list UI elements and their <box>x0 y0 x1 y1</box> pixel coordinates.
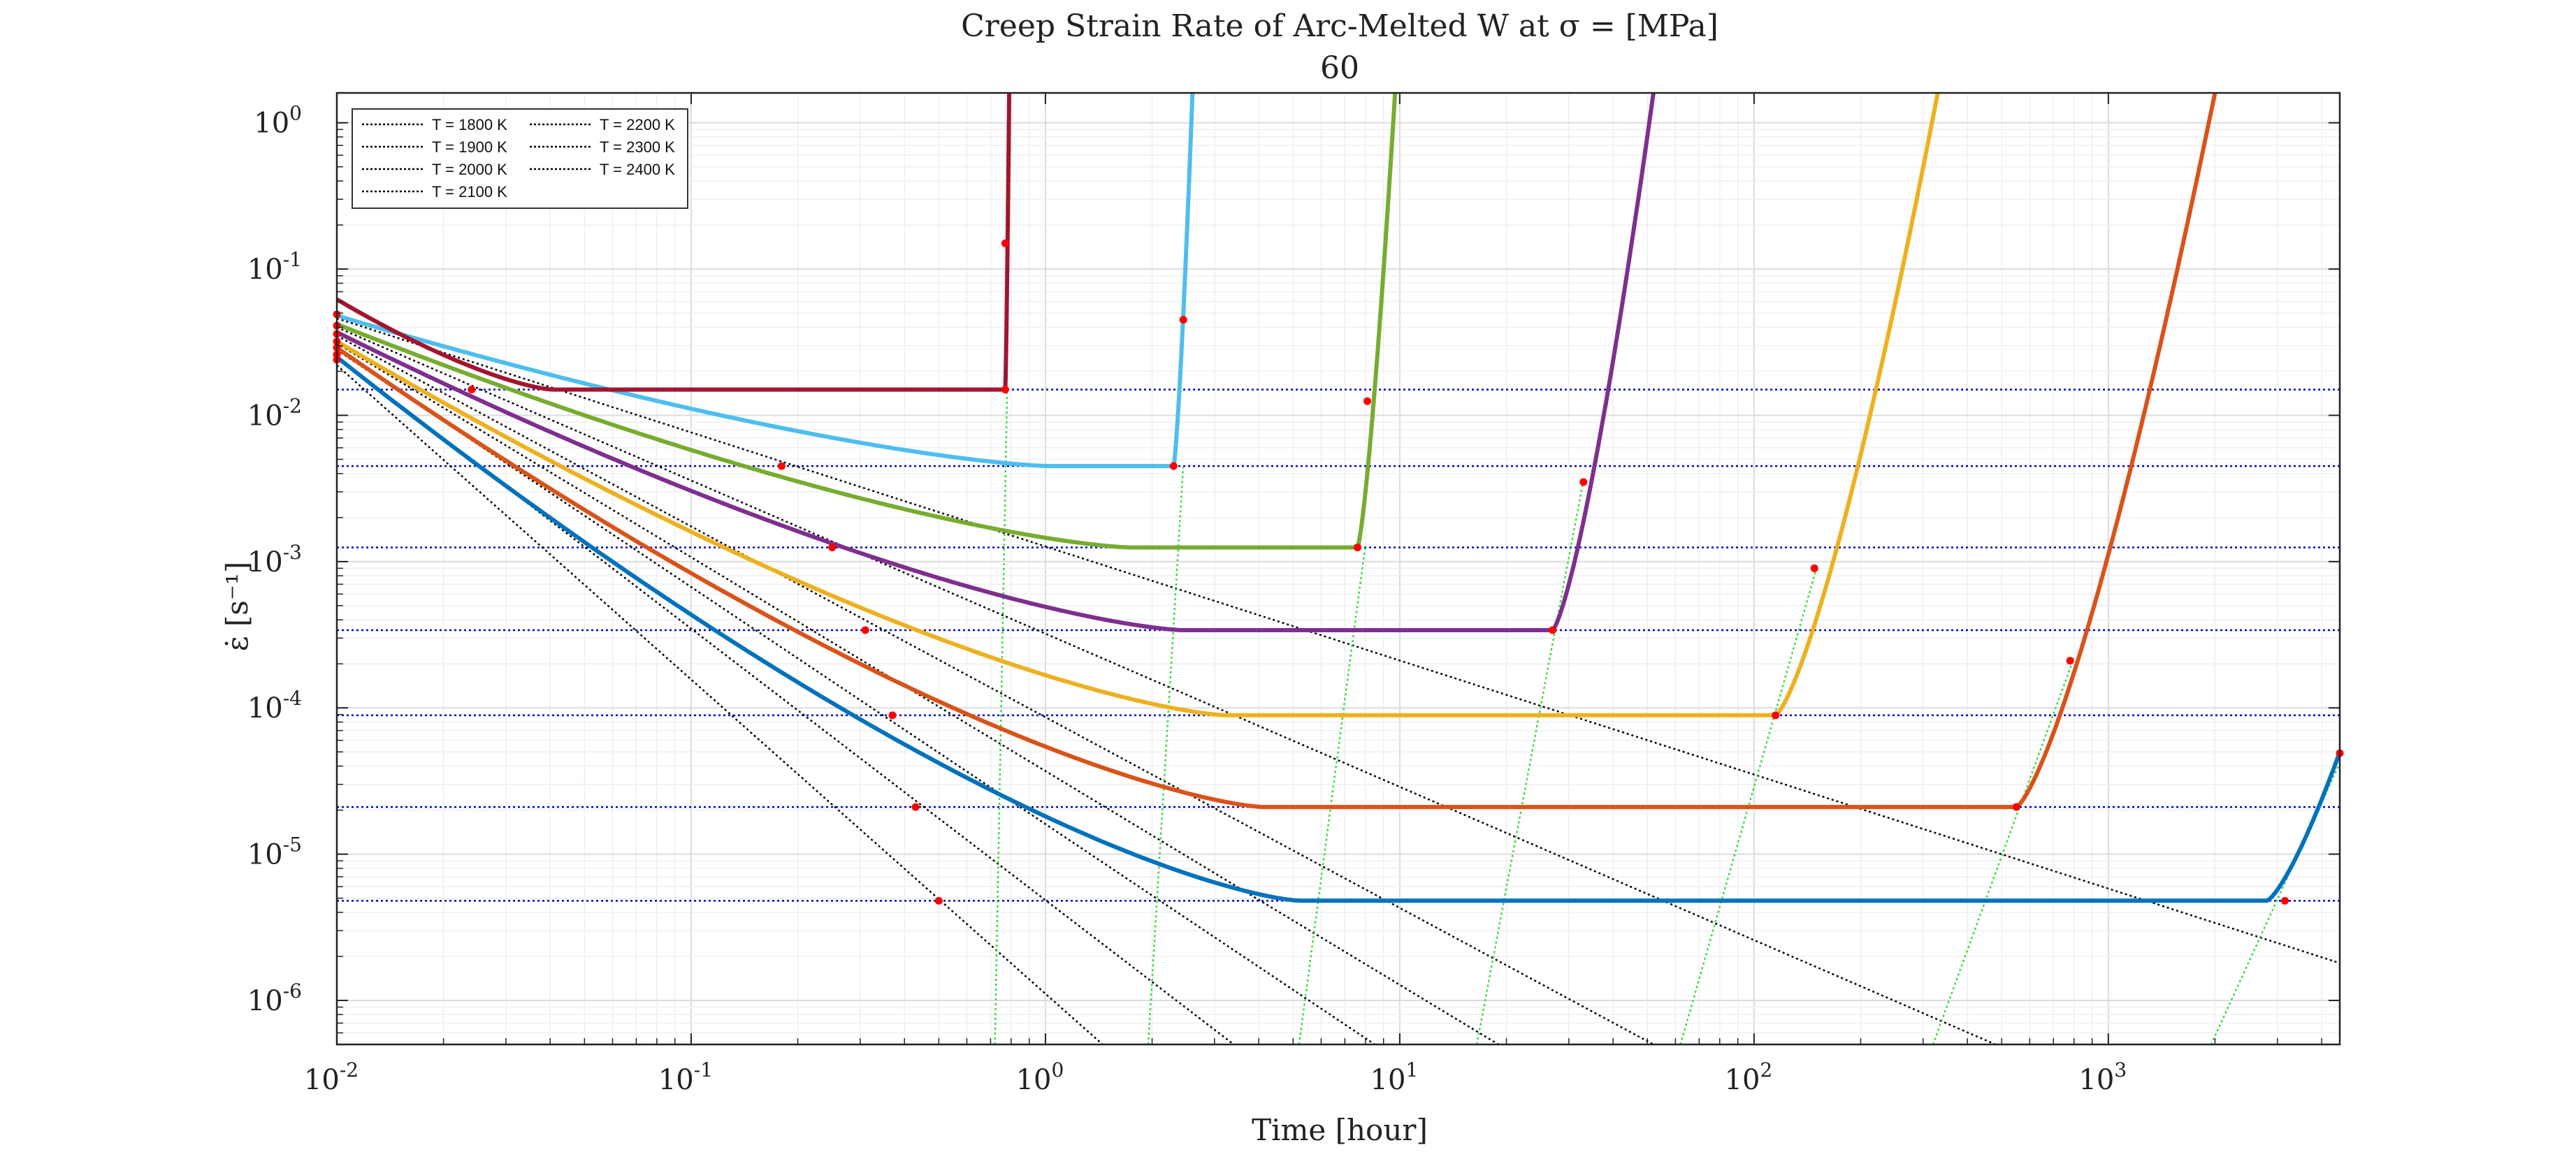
series-line-3 <box>337 93 1940 717</box>
plot-area <box>333 93 2344 1044</box>
data-marker <box>934 896 943 905</box>
data-marker <box>1772 711 1780 720</box>
tertiary-creep-line <box>1679 568 1818 1044</box>
data-marker <box>1001 239 1009 247</box>
data-marker <box>1001 386 1009 394</box>
legend: T = 1800 K T = 1900 K T = 2000 K T = 2100 K… <box>352 108 688 209</box>
chart-titles: Creep Strain Rate of Arc-Melted W at σ =… <box>961 8 1718 86</box>
data-marker <box>1353 544 1361 552</box>
x-axis-label: Time [hour] <box>1252 1113 1428 1147</box>
series-line-1 <box>337 355 2340 903</box>
data-marker <box>468 386 476 394</box>
x-tick-label: 10-1 <box>658 1058 713 1096</box>
primary-creep-line <box>337 342 1499 1044</box>
data-marker <box>1549 626 1557 634</box>
x-tick-label: 100 <box>1016 1058 1064 1096</box>
y-tick-label: 10-3 <box>247 541 302 578</box>
data-marker <box>1363 397 1372 405</box>
x-tick-label: 103 <box>2078 1058 2127 1096</box>
tertiary-creep-line <box>1147 465 1185 1044</box>
data-marker <box>828 544 837 552</box>
data-marker <box>777 462 786 470</box>
series-line-7 <box>337 93 1011 392</box>
data-marker <box>861 626 869 634</box>
chart-title: Creep Strain Rate of Arc-Melted W at σ =… <box>961 8 1718 44</box>
legend-label-6: T = 2300 K <box>600 138 675 156</box>
x-tick-label: 101 <box>1370 1058 1419 1096</box>
legend-label-7: T = 2400 K <box>600 161 675 178</box>
y-tick-label: 10-1 <box>247 248 302 286</box>
primary-creep-line <box>337 364 1104 1044</box>
legend-label-3: T = 2000 K <box>432 161 507 178</box>
x-tick-label: 102 <box>1725 1058 1773 1096</box>
tertiary-creep-line <box>994 385 1008 1044</box>
y-tick-label: 10-2 <box>247 394 302 432</box>
primary-creep-line <box>337 317 2340 964</box>
data-marker <box>888 711 897 720</box>
data-layer <box>337 93 2340 1044</box>
series-line-4 <box>337 93 1656 632</box>
series-line-5 <box>337 93 1398 550</box>
axes: 10-2 10-1 100 101 102 103 10-6 10-5 10-4 10-3 10-2… <box>247 92 2341 1096</box>
series-line-6 <box>337 93 1195 469</box>
tertiary-creep-line <box>1932 657 2075 1044</box>
data-marker <box>1179 316 1187 324</box>
tertiary-creep-line <box>1298 544 1367 1044</box>
data-marker <box>2012 803 2020 811</box>
chart-subtitle: 60 <box>1320 50 1359 86</box>
y-tick-label: 10-5 <box>247 833 302 871</box>
data-marker <box>2280 896 2289 905</box>
data-marker <box>911 803 920 811</box>
data-marker <box>1810 564 1818 572</box>
y-tick-label: 100 <box>254 102 302 140</box>
legend-label-5: T = 2200 K <box>600 116 675 133</box>
y-axis-label: ε̇ [s⁻¹] <box>220 562 254 651</box>
legend-label-1: T = 1800 K <box>432 116 507 133</box>
series-line-2 <box>337 93 2217 810</box>
x-tick-label: 10-2 <box>304 1058 359 1096</box>
data-marker <box>1579 478 1588 486</box>
y-tick-label: 10-4 <box>247 687 302 724</box>
legend-label-4: T = 2100 K <box>432 183 507 201</box>
data-marker <box>2066 657 2074 665</box>
data-marker <box>1169 462 1178 470</box>
y-tick-label: 10-6 <box>247 979 302 1017</box>
legend-label-2: T = 1900 K <box>432 138 507 156</box>
